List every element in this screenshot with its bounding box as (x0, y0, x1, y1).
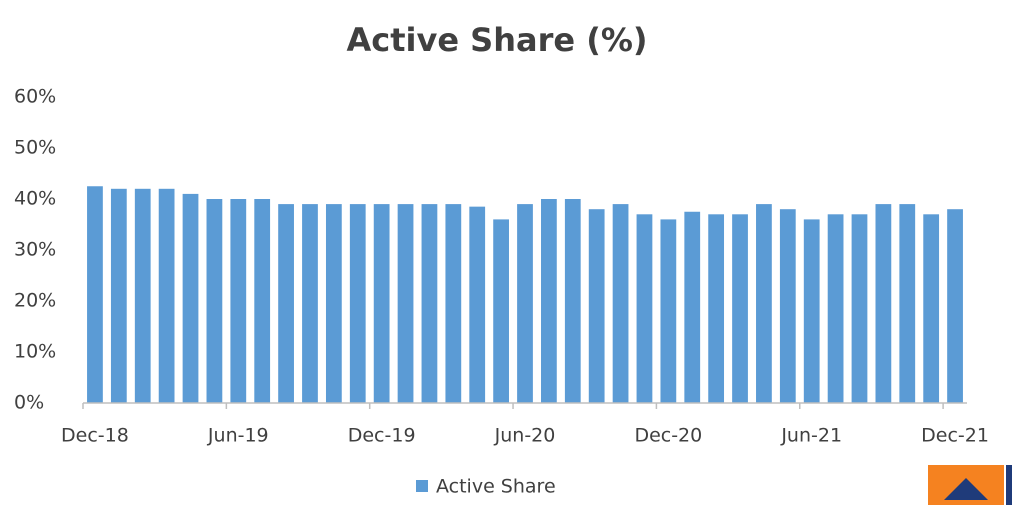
bar (206, 199, 223, 403)
bar (899, 204, 916, 403)
x-tick-label: Jun-21 (780, 425, 842, 447)
bar (564, 199, 581, 403)
bar (947, 209, 963, 403)
legend-label: Active Share (436, 476, 556, 498)
bar (110, 188, 127, 403)
legend-swatch (416, 480, 428, 492)
bar (325, 204, 342, 403)
x-tick-label: Dec-18 (61, 425, 129, 447)
bar (875, 204, 892, 403)
bar (756, 204, 772, 403)
bar (541, 199, 557, 403)
y-tick-label: 30% (14, 239, 56, 261)
bar (636, 214, 653, 403)
y-tick-label: 10% (14, 341, 56, 363)
bar (517, 204, 533, 403)
chart-title: Active Share (%) (346, 21, 647, 59)
bar (612, 204, 629, 403)
bar (302, 204, 318, 403)
bar (182, 193, 199, 403)
bar (469, 206, 486, 403)
bar (158, 188, 175, 403)
bar (421, 204, 438, 403)
x-tick-label: Dec-20 (634, 425, 702, 447)
bar (230, 199, 247, 403)
y-tick-label: 60% (14, 86, 56, 108)
bar (278, 204, 294, 403)
bar (87, 186, 103, 403)
x-tick-label: Jun-19 (207, 425, 269, 447)
y-tick-label: 20% (14, 290, 56, 312)
bar (923, 214, 940, 403)
bar (397, 204, 414, 403)
x-tick-label: Dec-21 (921, 425, 989, 447)
bar (254, 199, 271, 403)
bar (349, 204, 366, 403)
y-tick-label: 50% (14, 137, 56, 159)
bar (708, 214, 725, 403)
x-tick-label: Jun-20 (494, 425, 556, 447)
bar (779, 209, 796, 403)
bar (851, 214, 868, 403)
bar (445, 204, 462, 403)
bar (827, 214, 844, 403)
bar (134, 188, 151, 403)
bar (660, 219, 677, 403)
logo (928, 465, 1012, 505)
y-tick-label: 40% (14, 188, 56, 210)
bar (732, 214, 748, 403)
bar (803, 219, 820, 403)
bar (373, 204, 390, 403)
y-tick-label: 0% (14, 392, 44, 414)
bar (588, 209, 605, 403)
bar (493, 219, 509, 403)
bar (684, 211, 701, 403)
x-tick-label: Dec-19 (348, 425, 416, 447)
